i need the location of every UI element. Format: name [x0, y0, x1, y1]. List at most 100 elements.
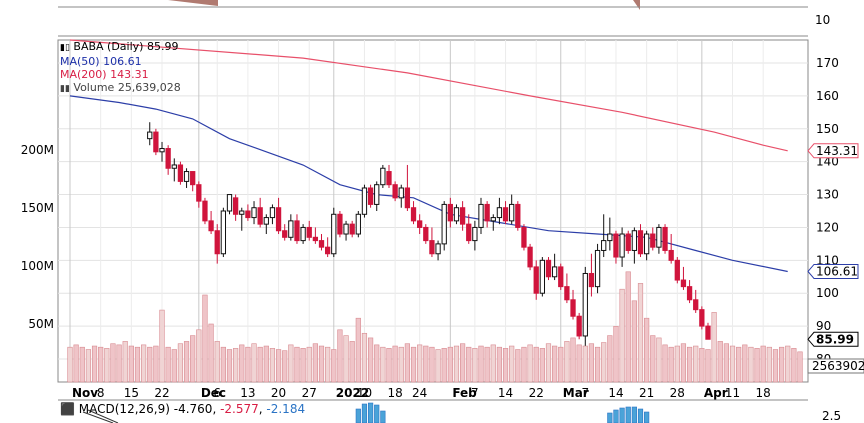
candle-down: [558, 266, 564, 288]
volume-bar: [527, 344, 533, 383]
candle-down: [613, 233, 619, 258]
volume-bar: [257, 346, 263, 383]
volume-bar: [331, 349, 337, 383]
volume-bar: [552, 345, 558, 383]
candle-down: [576, 315, 582, 337]
candle-up: [601, 240, 607, 251]
volume-bar: [398, 346, 404, 383]
volume-bar: [594, 346, 601, 383]
ma50-value-label: 106.61: [816, 264, 858, 278]
candle-down: [404, 187, 411, 209]
candle-down: [423, 226, 429, 242]
x-axis-label: 7: [581, 386, 589, 400]
volume-bar: [300, 348, 306, 383]
macd-icon: ⬛: [60, 402, 75, 416]
candle-up: [619, 233, 625, 258]
volume-bar: [539, 348, 545, 383]
candle-up: [607, 233, 613, 242]
volume-bar: [674, 345, 680, 383]
candle-down: [515, 203, 521, 228]
candle-down: [674, 259, 680, 281]
candle-down: [294, 220, 300, 242]
candle-up: [331, 213, 337, 255]
candle-up: [374, 184, 380, 205]
top-panel-mark-1: [168, 0, 218, 6]
candle-down: [257, 207, 263, 225]
candle-down: [699, 309, 705, 327]
x-axis-major-label: Nov: [72, 386, 98, 400]
volume-bar: [515, 349, 521, 383]
volume-bar: [423, 345, 429, 383]
volume-bar: [631, 300, 637, 383]
volume-tick-label: 200M: [21, 143, 54, 157]
volume-bar: [367, 337, 374, 383]
candle-up: [509, 203, 515, 222]
volume-bar: [171, 349, 177, 383]
candle-up: [582, 272, 588, 337]
volume-bar: [355, 317, 361, 383]
volume-bar: [785, 345, 791, 383]
candle-up: [183, 171, 190, 182]
candle-up: [435, 243, 441, 255]
volume-bar: [748, 346, 754, 383]
volume-bar: [245, 346, 251, 383]
volume-bar: [502, 348, 509, 383]
candle-down: [625, 233, 631, 251]
ma50-value-label-box: [807, 263, 859, 279]
volume-bar: [134, 346, 141, 383]
candle-up: [490, 217, 496, 222]
volume-bar: [533, 346, 539, 383]
candle-down: [165, 148, 171, 169]
candle-icon: ▮▯: [60, 43, 70, 53]
volume-bar: [778, 346, 785, 383]
volume-bar: [644, 317, 650, 383]
candle-up: [472, 226, 478, 242]
candle-up: [441, 203, 447, 245]
candle-down: [637, 230, 644, 255]
volume-bar: [601, 342, 607, 383]
volume-value-label: 25639028: [812, 359, 864, 373]
candle-down: [484, 203, 490, 222]
volume-bar: [177, 343, 184, 383]
candle-up: [220, 210, 227, 255]
volume-bar: [723, 343, 729, 383]
volume-bar: [772, 349, 779, 383]
macd-histogram-bar: [355, 408, 361, 423]
candle-up: [343, 223, 349, 235]
candle-down: [417, 220, 423, 228]
candle-down: [208, 220, 214, 232]
candle-down: [245, 210, 251, 219]
volume-bar: [318, 345, 325, 383]
volume-bar: [275, 349, 282, 383]
candle-up: [269, 207, 276, 219]
candle-down: [502, 207, 509, 222]
volume-bar: [337, 329, 343, 383]
volume-bar: [637, 283, 644, 383]
volume-bar: [190, 335, 196, 383]
ma200-value-label-box: [807, 143, 859, 159]
volume-bar: [239, 344, 245, 383]
legend-volume: ▮▮ Volume 25,639,028: [60, 81, 181, 94]
candle-up: [361, 187, 368, 215]
candle-down: [312, 236, 319, 242]
legend-ma50: MA(50) 106.61: [60, 55, 142, 68]
volume-bar: [361, 332, 368, 383]
volume-bar: [417, 344, 423, 383]
volume-bar: [656, 337, 662, 383]
volume-bar: [447, 346, 453, 383]
volume-tick-label: 50M: [28, 317, 54, 331]
candle-up: [288, 220, 294, 238]
price-tick-label: 130: [816, 188, 839, 202]
candle-down: [693, 299, 699, 311]
macd-histogram-bar: [367, 402, 374, 423]
candle-down: [392, 184, 398, 199]
candle-up: [631, 230, 638, 251]
x-axis-label: 10: [357, 386, 372, 400]
last-price-label-box: [807, 331, 859, 347]
volume-bar: [98, 346, 104, 383]
x-axis-major-label: Apr: [704, 386, 728, 400]
candle-down: [202, 200, 208, 222]
candle-down: [337, 213, 343, 235]
candle-down: [190, 171, 196, 186]
price-tick-label: 170: [816, 56, 839, 70]
